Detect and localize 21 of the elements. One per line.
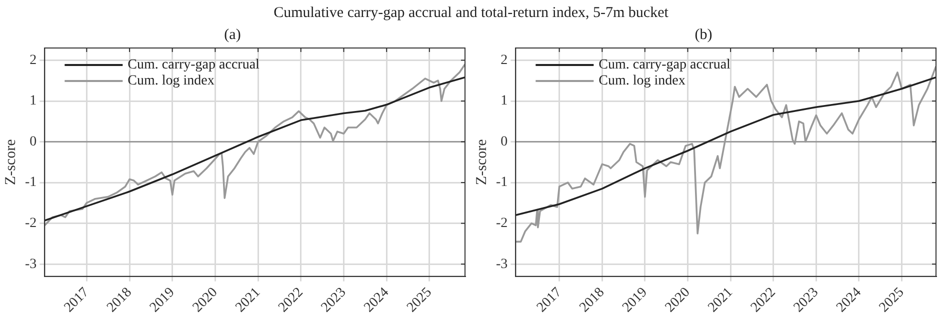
chart-title: (a) (224, 26, 241, 43)
chart-title: (b) (694, 26, 712, 43)
y-tick-label: 0 (30, 134, 37, 150)
text: Cumulative carry-gap accrual and total-return index, 5-7m bucket (272, 4, 670, 23)
y-tick-label: -2 (496, 216, 508, 231)
legend-label: Cum. log index (598, 74, 686, 89)
legend-label: Cum. carry-gap accrual (598, 58, 731, 73)
y-tick-label: 1 (30, 94, 37, 109)
y-tick-label: -1 (496, 175, 508, 190)
y-axis-title: Z-score (474, 138, 490, 186)
y-tick-label: 1 (500, 94, 508, 109)
y-tick-label: -3 (24, 256, 37, 272)
y-tick-label: -2 (24, 216, 37, 231)
legend-label: Cum. log index (128, 74, 214, 89)
y-tick-label: -3 (496, 256, 508, 272)
y-tick-label: -1 (24, 175, 37, 190)
y-tick-label: 0 (500, 134, 508, 150)
y-axis-title: Z-score (2, 138, 19, 186)
legend-label: Cum. carry-gap accrual (128, 58, 260, 73)
y-tick-label: 2 (500, 52, 508, 68)
y-tick-label: 2 (30, 52, 37, 68)
